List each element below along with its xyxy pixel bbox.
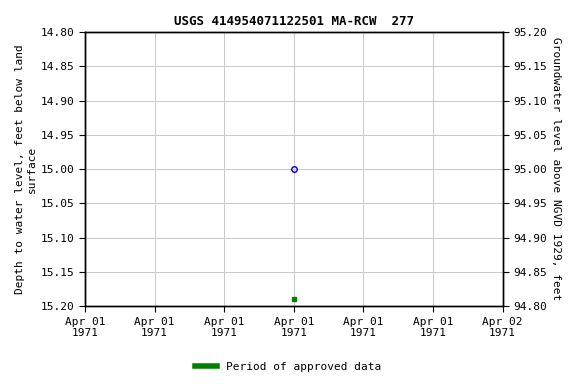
Y-axis label: Depth to water level, feet below land
surface: Depth to water level, feet below land su… [15, 44, 37, 294]
Y-axis label: Groundwater level above NGVD 1929, feet: Groundwater level above NGVD 1929, feet [551, 38, 561, 301]
Legend: Period of approved data: Period of approved data [191, 358, 385, 377]
Title: USGS 414954071122501 MA-RCW  277: USGS 414954071122501 MA-RCW 277 [174, 15, 414, 28]
